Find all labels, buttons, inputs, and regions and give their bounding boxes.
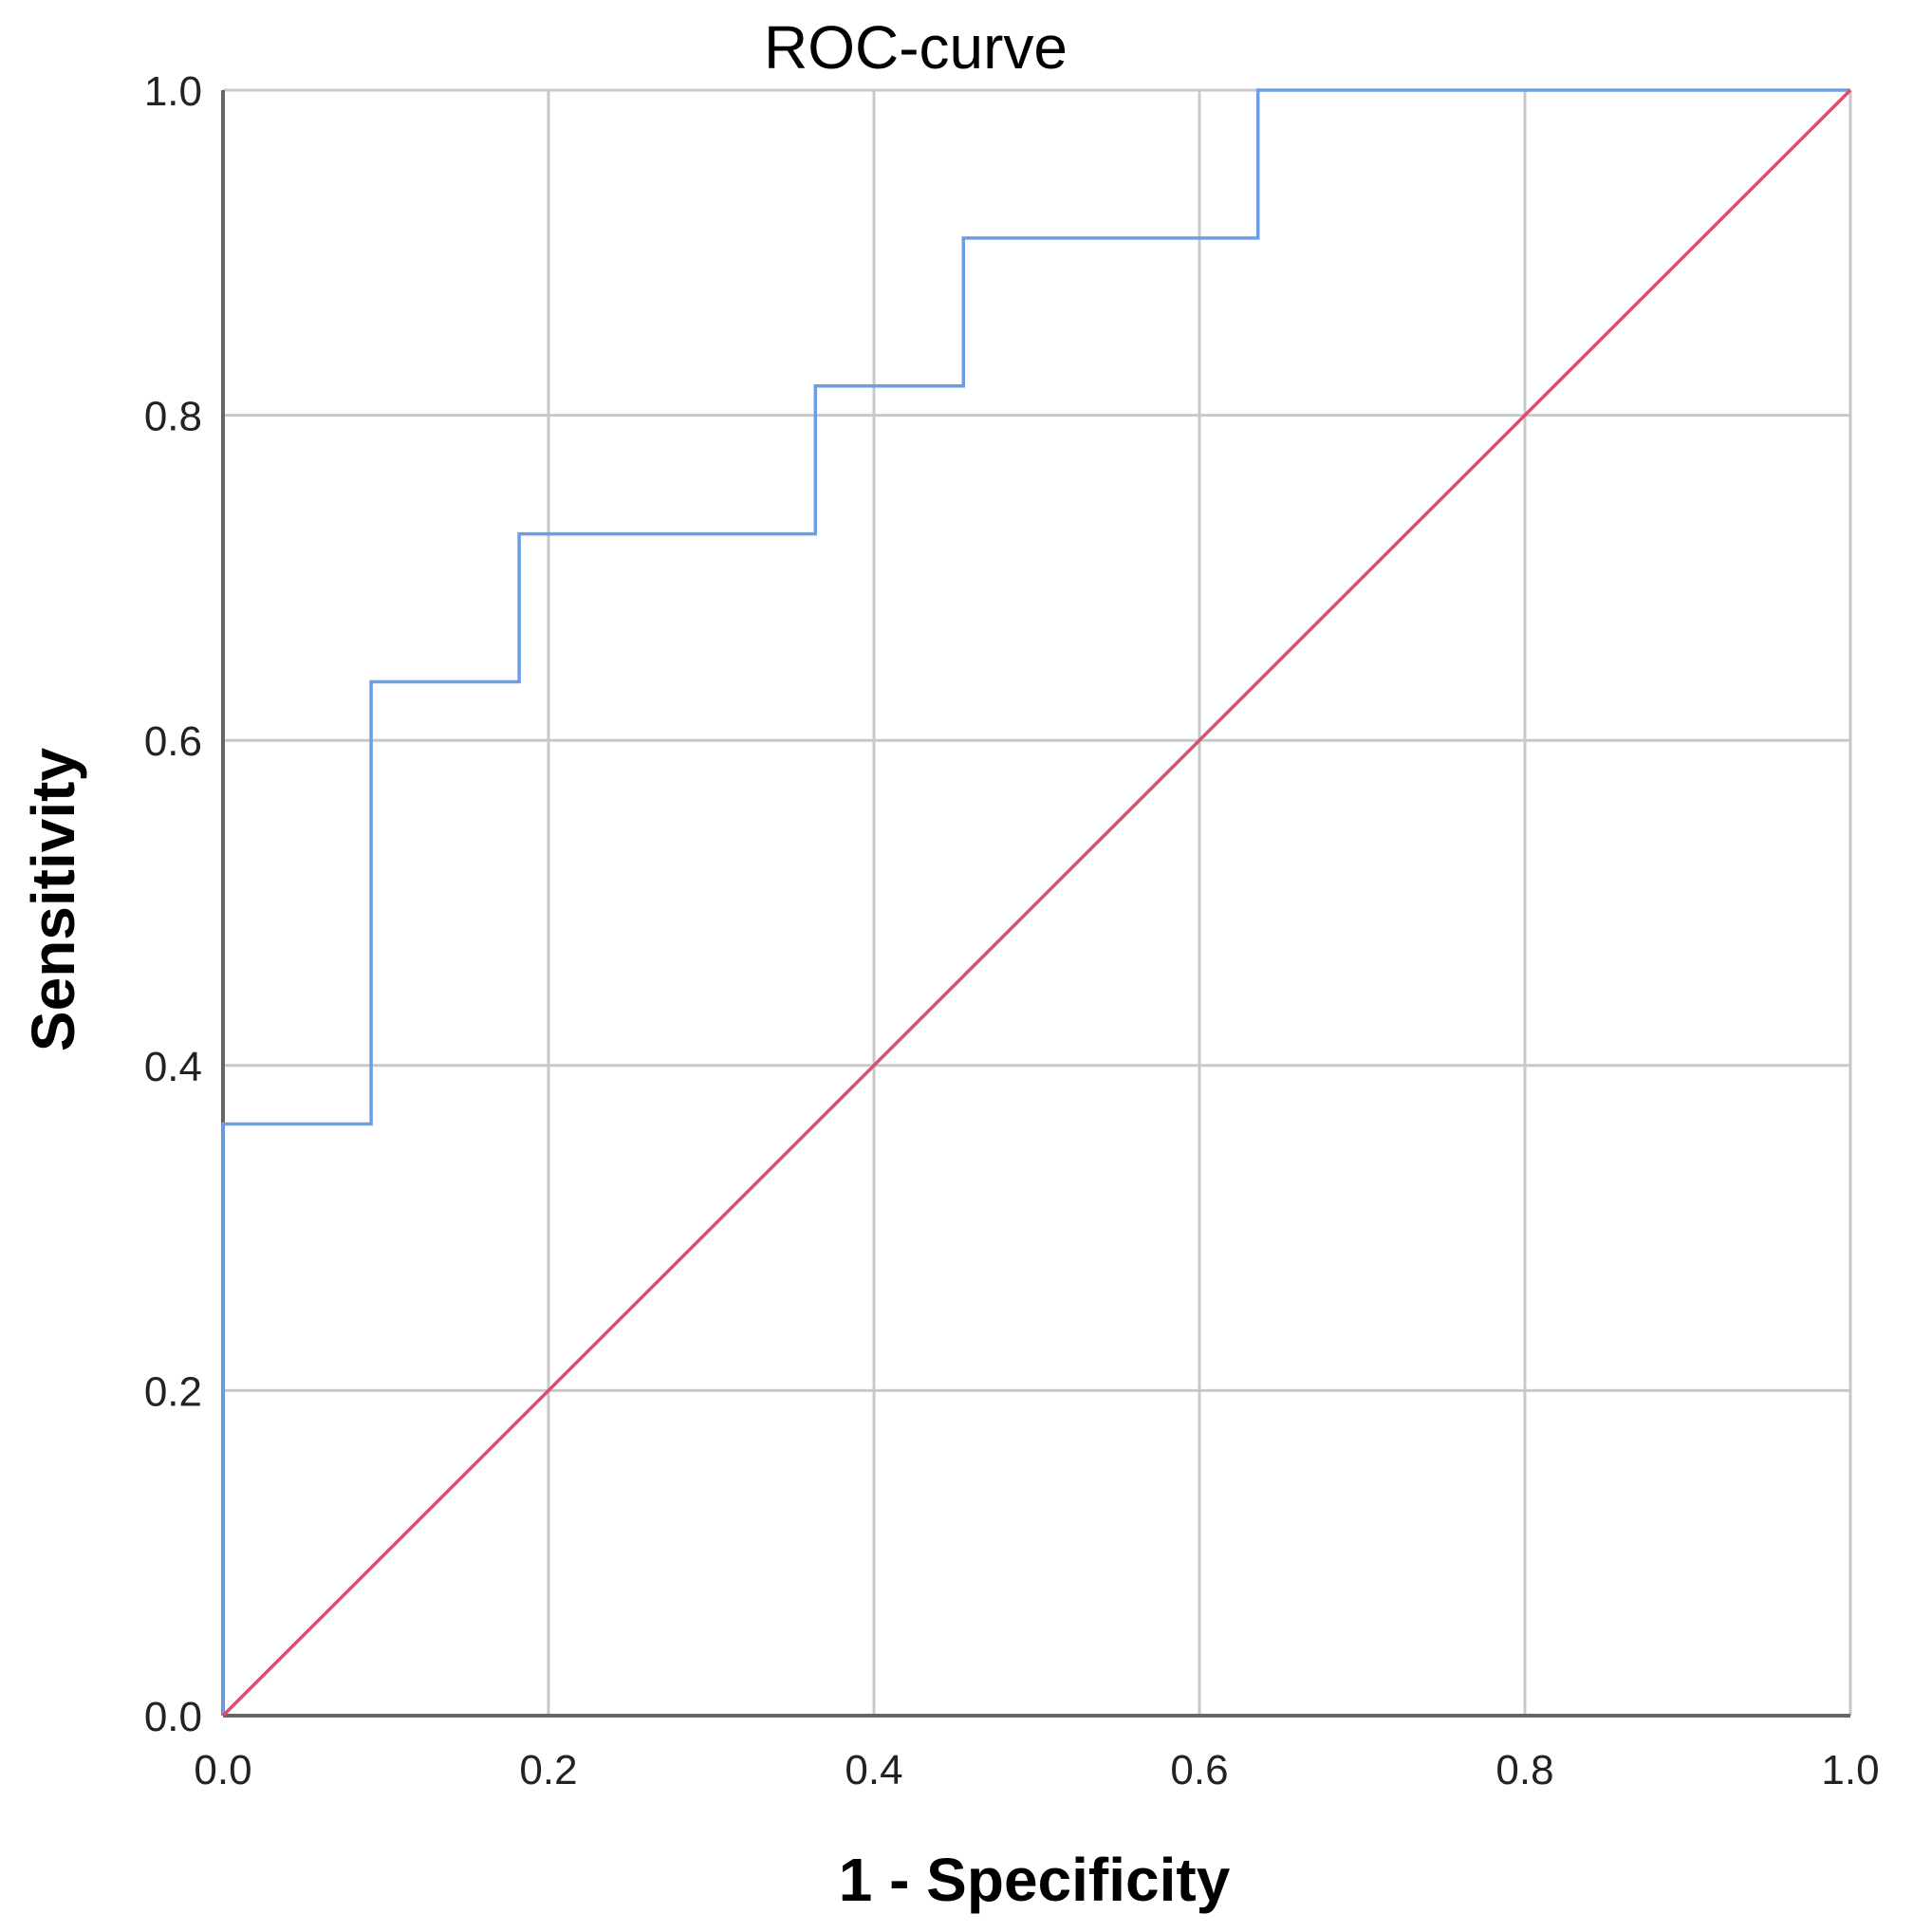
y-tick-label-2: 0.4 [144, 1044, 202, 1090]
y-tick-label-0: 0.0 [144, 1694, 202, 1740]
x-tick-label-1: 0.2 [519, 1747, 577, 1793]
x-tick-label-4: 0.8 [1495, 1747, 1553, 1793]
y-tick-label-1: 0.2 [144, 1368, 202, 1415]
x-tick-label-2: 0.4 [845, 1747, 902, 1793]
x-tick-label-3: 0.6 [1170, 1747, 1228, 1793]
x-tick-label-0: 0.0 [194, 1747, 251, 1793]
y-tick-label-4: 0.8 [144, 394, 202, 440]
series-lines [221, 88, 1852, 1718]
roc-curve-line [221, 88, 1850, 1716]
tick-labels: 0.0 0.2 0.4 0.6 0.8 1.0 0.0 0.2 0.4 0.6 0.8 1.0 [144, 68, 1880, 1793]
x-axis-label: 1 - Specificity [839, 1846, 1231, 1914]
chart-title: ROC-curve [764, 13, 1068, 82]
x-tick-label-5: 1.0 [1821, 1747, 1879, 1793]
y-axis-label: Sensitivity [19, 748, 87, 1052]
y-tick-label-3: 0.6 [144, 718, 202, 765]
reference-diagonal-line [221, 88, 1852, 1718]
grid-lines [221, 88, 1852, 1718]
y-tick-label-5: 1.0 [144, 68, 202, 115]
